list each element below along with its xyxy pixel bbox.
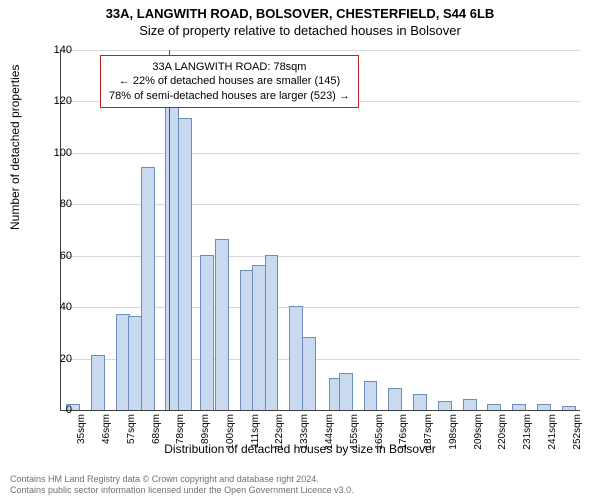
x-tick-label: 241sqm <box>547 414 558 450</box>
grid-line <box>60 50 580 51</box>
x-tick-label: 144sqm <box>324 414 335 450</box>
y-tick-label: 120 <box>54 95 72 107</box>
histogram-bar <box>215 239 229 410</box>
title-main: 33A, LANGWITH ROAD, BOLSOVER, CHESTERFIE… <box>0 0 600 21</box>
histogram-bar <box>562 406 576 410</box>
histogram-bar <box>512 404 526 410</box>
y-tick-label: 140 <box>54 44 72 56</box>
histogram-bar <box>537 404 551 410</box>
x-tick-label: 165sqm <box>374 414 385 450</box>
x-tick-label: 89sqm <box>200 414 211 444</box>
histogram-bar <box>388 388 402 410</box>
histogram-bar <box>91 355 105 410</box>
histogram-bar <box>200 255 214 410</box>
x-tick-label: 209sqm <box>473 414 484 450</box>
y-tick-label: 60 <box>60 250 72 262</box>
grid-line <box>60 153 580 154</box>
grid-line <box>60 307 580 308</box>
x-tick-label: 176sqm <box>398 414 409 450</box>
chart-container: 33A, LANGWITH ROAD, BOLSOVER, CHESTERFIE… <box>0 0 600 500</box>
x-tick-label: 252sqm <box>572 414 583 450</box>
footer-line1: Contains HM Land Registry data © Crown c… <box>10 474 354 485</box>
y-tick-label: 100 <box>54 147 72 159</box>
x-tick-label: 100sqm <box>225 414 236 450</box>
histogram-bar <box>141 167 155 410</box>
x-tick-label: 187sqm <box>423 414 434 450</box>
title-sub: Size of property relative to detached ho… <box>0 21 600 38</box>
legend-line2: ← 22% of detached houses are smaller (14… <box>109 74 350 88</box>
y-tick-label: 40 <box>60 301 72 313</box>
histogram-bar <box>487 404 501 410</box>
histogram-bar <box>302 337 316 410</box>
histogram-bar <box>339 373 353 410</box>
legend-line1: 33A LANGWITH ROAD: 78sqm <box>109 60 350 74</box>
y-tick-label: 80 <box>60 198 72 210</box>
x-tick-label: 122sqm <box>274 414 285 450</box>
y-tick-label: 0 <box>66 404 72 416</box>
footer-attribution: Contains HM Land Registry data © Crown c… <box>10 474 354 496</box>
x-tick-label: 78sqm <box>175 414 186 444</box>
x-axis-line <box>60 410 580 411</box>
x-tick-label: 46sqm <box>101 414 112 444</box>
histogram-bar <box>413 394 427 410</box>
x-tick-label: 111sqm <box>250 414 261 448</box>
histogram-bar <box>463 399 477 410</box>
histogram-bar <box>265 255 279 410</box>
y-tick-label: 20 <box>60 353 72 365</box>
legend-box: 33A LANGWITH ROAD: 78sqm← 22% of detache… <box>100 55 359 108</box>
x-tick-label: 198sqm <box>448 414 459 450</box>
x-tick-label: 57sqm <box>126 414 137 444</box>
x-tick-label: 35sqm <box>76 414 87 444</box>
histogram-bar <box>178 118 192 410</box>
x-tick-label: 133sqm <box>299 414 310 450</box>
histogram-bar <box>438 401 452 410</box>
x-tick-label: 68sqm <box>151 414 162 444</box>
grid-line <box>60 204 580 205</box>
x-tick-label: 155sqm <box>349 414 360 450</box>
x-tick-label: 231sqm <box>522 414 533 450</box>
histogram-bar <box>364 381 378 410</box>
x-tick-label: 220sqm <box>497 414 508 450</box>
legend-line3: 78% of semi-detached houses are larger (… <box>109 89 350 103</box>
y-axis-label: Number of detached properties <box>8 65 22 230</box>
grid-line <box>60 256 580 257</box>
footer-line2: Contains public sector information licen… <box>10 485 354 496</box>
